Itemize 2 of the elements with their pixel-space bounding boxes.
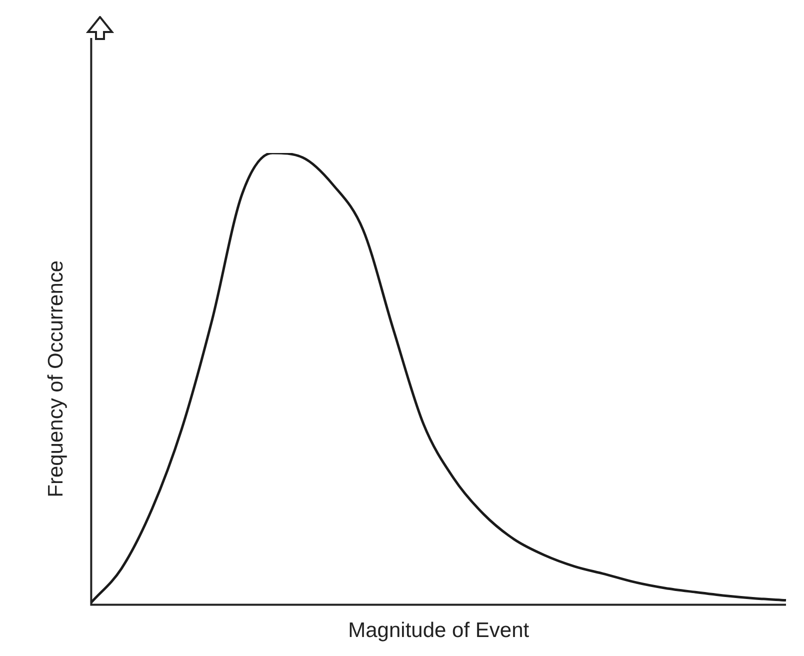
x-axis-title: Magnitude of Event [348,619,530,642]
y-axis-title: Frequency of Occurrence [44,260,68,498]
